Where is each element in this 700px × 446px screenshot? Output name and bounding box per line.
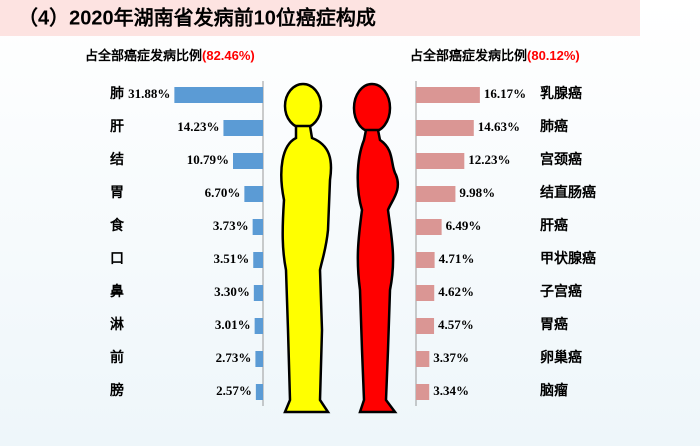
bar: [416, 318, 435, 334]
bar: [252, 219, 263, 235]
category-label: 胃: [110, 185, 124, 201]
bar: [254, 318, 263, 334]
value-label: 2.73%: [216, 350, 252, 365]
bar: [416, 252, 435, 268]
value-label: 4.71%: [439, 251, 475, 266]
value-label: 3.51%: [213, 251, 249, 266]
value-label: 4.62%: [438, 284, 474, 299]
value-label: 9.98%: [459, 185, 495, 200]
category-label: 肝: [110, 119, 124, 135]
value-label: 10.79%: [187, 152, 229, 167]
category-label: 肺癌: [540, 118, 568, 135]
category-label: 结直肠癌: [540, 184, 596, 201]
bar: [416, 186, 456, 202]
title-band: [0, 0, 640, 36]
value-label: 6.70%: [205, 185, 241, 200]
value-label: 31.88%: [128, 86, 170, 101]
bar: [253, 252, 263, 268]
bar: [174, 87, 263, 103]
value-label: 2.57%: [216, 383, 252, 398]
category-label: 乳腺癌: [540, 85, 582, 102]
page-title: （4）2020年湖南省发病前10位癌症构成: [18, 5, 376, 29]
category-label: 肺: [110, 86, 124, 102]
subtitle-text: 占全部癌症发病比例: [85, 48, 202, 63]
male-head: [283, 82, 323, 130]
total-label: (82.46%): [202, 48, 255, 63]
value-label: 6.49%: [446, 218, 482, 233]
bar: [255, 384, 263, 400]
value-label: 16.17%: [484, 86, 526, 101]
category-label: 口: [110, 252, 124, 267]
category-label: 食: [110, 217, 125, 234]
category-label: 子宫癌: [540, 283, 582, 300]
bar: [416, 219, 442, 235]
category-label: 淋: [110, 316, 124, 333]
category-label: 甲状腺癌: [540, 250, 596, 267]
category-label: 膀: [109, 382, 124, 399]
category-label: 结: [110, 151, 124, 168]
bar: [253, 285, 263, 301]
bar: [416, 384, 430, 400]
category-label: 前: [110, 349, 124, 366]
subtitle: 占全部癌症发病比例(82.46%): [85, 48, 255, 63]
category-label: 鼻: [110, 283, 124, 300]
category-label: 宫颈癌: [540, 151, 582, 168]
category-label: 胃癌: [540, 316, 568, 333]
value-label: 3.01%: [215, 317, 251, 332]
category-label: 肝癌: [540, 217, 568, 234]
value-label: 3.37%: [433, 350, 469, 365]
bar: [416, 285, 435, 301]
bar: [244, 186, 263, 202]
bar: [416, 87, 480, 103]
female-body: [356, 128, 400, 414]
bar: [233, 153, 263, 169]
value-label: 14.23%: [177, 119, 219, 134]
category-label: 脑瘤: [540, 382, 568, 399]
female-head: [352, 82, 392, 134]
value-label: 4.57%: [438, 317, 474, 332]
bar: [416, 120, 474, 136]
bar: [416, 153, 465, 169]
subtitle-text: 占全部癌症发病比例: [410, 48, 527, 63]
value-label: 3.34%: [433, 383, 469, 398]
value-label: 12.23%: [468, 152, 510, 167]
category-label: 卵巢癌: [540, 349, 582, 366]
value-label: 3.73%: [213, 218, 249, 233]
value-label: 3.30%: [214, 284, 250, 299]
subtitle: 占全部癌症发病比例(80.12%): [410, 48, 580, 63]
value-label: 14.63%: [478, 119, 520, 134]
bar: [255, 351, 263, 367]
bar: [416, 351, 430, 367]
bar: [223, 120, 263, 136]
total-label: (80.12%): [527, 48, 580, 63]
male-body: [280, 124, 333, 414]
